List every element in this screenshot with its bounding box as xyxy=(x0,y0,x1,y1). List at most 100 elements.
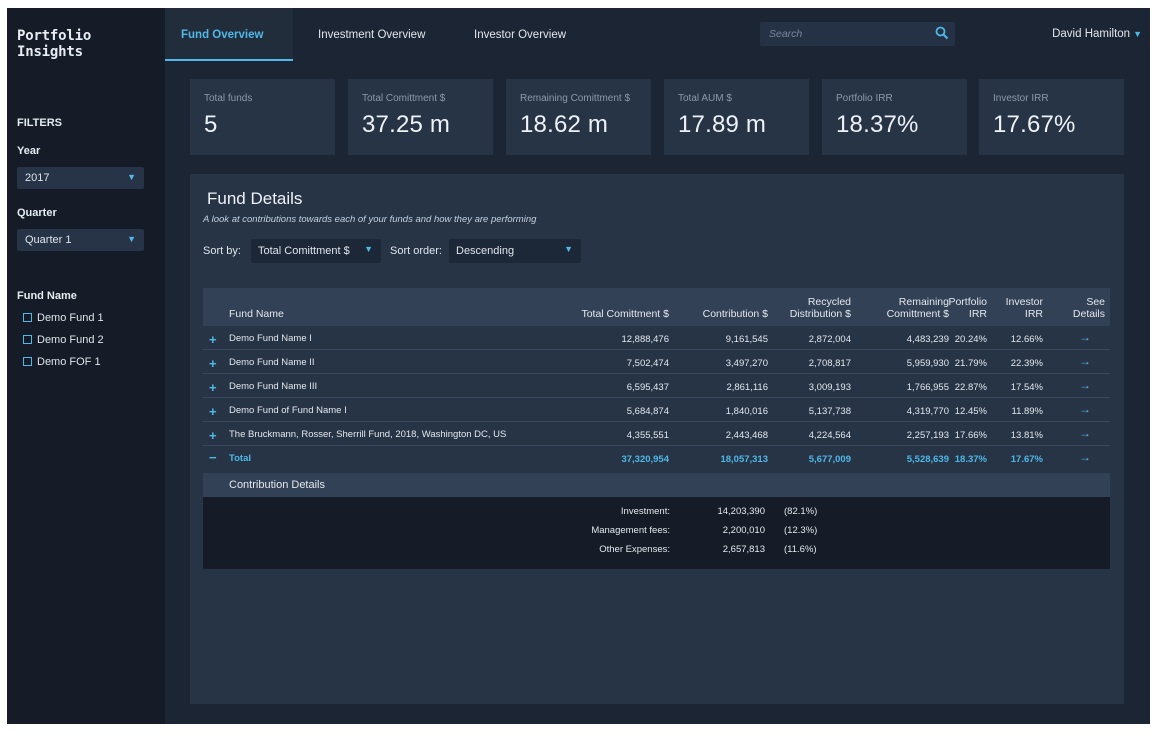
cd-amount: 2,657,813 xyxy=(722,544,765,555)
fund-checkbox-1[interactable]: Demo Fund 1 xyxy=(23,312,104,324)
col-header-line: Details xyxy=(1072,308,1105,320)
chevron-down-icon: ▼ xyxy=(127,234,136,244)
fund-checkbox-2[interactable]: Demo Fund 2 xyxy=(23,334,104,346)
cell-investor-irr: 17.54% xyxy=(1010,382,1043,393)
user-name: David Hamilton xyxy=(1052,28,1131,40)
user-menu[interactable]: David Hamilton ▼ xyxy=(1052,28,1142,40)
expand-icon[interactable]: + xyxy=(209,356,217,371)
col-header-line: IRR xyxy=(968,308,987,320)
cell-investor-irr: 12.66% xyxy=(1010,334,1043,345)
cd-amount: 14,203,390 xyxy=(717,506,765,517)
tab-fund-overview[interactable]: Fund Overview xyxy=(165,8,293,61)
table-row: + Demo Fund of Fund Name I 5,684,874 1,8… xyxy=(203,398,1110,422)
search-input[interactable] xyxy=(760,22,930,46)
expand-icon[interactable]: + xyxy=(209,428,217,443)
cd-amount: 2,200,010 xyxy=(722,525,765,536)
tab-investor-overview[interactable]: Investor Overview xyxy=(474,29,567,41)
sort-order-value: Descending xyxy=(456,245,515,257)
arrow-right-icon[interactable]: → xyxy=(1079,378,1091,392)
cd-percent: (12.3%) xyxy=(784,525,818,536)
search-box xyxy=(760,22,955,46)
sort-by-value: Total Comittment $ xyxy=(258,245,350,257)
cell-fund-name: The Bruckmann, Rosser, Sherrill Fund, 20… xyxy=(229,429,507,440)
cell-fund-name: Demo Fund Name I xyxy=(229,333,312,344)
cd-percent: (82.1%) xyxy=(784,506,818,517)
kpi-value: 17.89 m xyxy=(678,111,767,138)
kpi-investor-irr: Investor IRR 17.67% xyxy=(979,79,1124,155)
year-dropdown[interactable]: 2017 ▼ xyxy=(17,167,144,189)
cd-label: Investment: xyxy=(620,506,670,517)
fund-checkbox-label: Demo FOF 1 xyxy=(37,356,101,368)
cell-remaining: 5,959,930 xyxy=(906,358,949,369)
table-row: + Demo Fund Name II 7,502,474 3,497,270 … xyxy=(203,350,1110,374)
cd-label: Management fees: xyxy=(591,525,670,536)
arrow-right-icon[interactable]: → xyxy=(1079,426,1091,440)
arrow-right-icon[interactable]: → xyxy=(1079,354,1091,368)
expand-icon[interactable]: + xyxy=(209,332,217,347)
kpi-label: Remaining Comittment $ xyxy=(520,93,631,104)
kpi-label: Total funds xyxy=(204,93,253,104)
cell-total: 5,684,874 xyxy=(626,406,669,417)
sort-order-label: Sort order: xyxy=(390,245,442,257)
fund-checkbox-label: Demo Fund 1 xyxy=(37,312,104,324)
quarter-label: Quarter xyxy=(17,207,57,219)
cell-contribution: 18,057,313 xyxy=(720,454,768,465)
quarter-dropdown[interactable]: Quarter 1 ▼ xyxy=(17,229,144,251)
collapse-icon[interactable]: − xyxy=(209,450,217,465)
cell-portfolio-irr: 22.87% xyxy=(954,382,987,393)
col-header-line: IRR xyxy=(1024,308,1043,320)
kpi-total-funds: Total funds 5 xyxy=(190,79,335,155)
col-header-line: Distribution $ xyxy=(789,308,851,320)
panel-subtitle: A look at contributions towards each of … xyxy=(203,214,537,225)
cell-total: 37,320,954 xyxy=(621,454,669,465)
kpi-portfolio-irr: Portfolio IRR 18.37% xyxy=(822,79,967,155)
kpi-label: Investor IRR xyxy=(993,93,1049,104)
cell-contribution: 2,861,116 xyxy=(726,382,768,393)
cell-contribution: 1,840,016 xyxy=(725,406,768,417)
sort-order-dropdown[interactable]: Descending ▼ xyxy=(449,239,581,263)
cell-portfolio-irr: 18.37% xyxy=(954,454,987,465)
fund-details-panel: Fund Details A look at contributions tow… xyxy=(190,174,1124,704)
kpi-label: Portfolio IRR xyxy=(836,93,893,104)
contribution-details-heading: Contribution Details xyxy=(203,473,1110,497)
kpi-total-aum: Total AUM $ 17.89 m xyxy=(664,79,809,155)
cell-contribution: 2,443,468 xyxy=(725,430,768,441)
chevron-down-icon: ▼ xyxy=(564,244,573,254)
expand-icon[interactable]: + xyxy=(209,404,217,419)
search-icon[interactable] xyxy=(935,26,949,40)
tab-investment-overview[interactable]: Investment Overview xyxy=(318,29,426,41)
cell-portfolio-irr: 20.24% xyxy=(954,334,987,345)
cell-total: 6,595,437 xyxy=(626,382,669,393)
fund-checkbox-3[interactable]: Demo FOF 1 xyxy=(23,356,101,368)
cell-recycled: 4,224,564 xyxy=(808,430,851,441)
cell-portfolio-irr: 21.79% xyxy=(954,358,987,369)
col-header-line: Remaining xyxy=(898,296,949,308)
col-investor-irr[interactable]: Investor IRR xyxy=(1006,296,1043,320)
arrow-right-icon[interactable]: → xyxy=(1079,330,1091,344)
cell-fund-name: Demo Fund Name II xyxy=(229,357,315,368)
col-recycled-distribution[interactable]: Recycled Distribution $ xyxy=(790,296,851,320)
cell-total: 4,355,551 xyxy=(626,430,669,441)
chevron-down-icon: ▼ xyxy=(127,172,136,182)
kpi-value: 18.62 m xyxy=(520,111,609,138)
fund-checkbox-label: Demo Fund 2 xyxy=(37,334,104,346)
app-brand: Portfolio Insights xyxy=(7,8,165,61)
col-contribution[interactable]: Contribution $ xyxy=(702,308,768,320)
app-window: Portfolio Insights Fund Overview Investm… xyxy=(7,8,1150,724)
expand-icon[interactable]: + xyxy=(209,380,217,395)
arrow-right-icon[interactable]: → xyxy=(1079,450,1091,464)
col-remaining-commitment[interactable]: Remaining Comittment $ xyxy=(887,296,949,320)
col-total-commitment[interactable]: Total Comittment $ xyxy=(581,308,669,320)
col-header-line: See xyxy=(1086,296,1105,308)
arrow-right-icon[interactable]: → xyxy=(1079,402,1091,416)
cell-total: 12,888,476 xyxy=(621,334,669,345)
cell-fund-name: Total xyxy=(229,453,251,464)
quarter-value: Quarter 1 xyxy=(25,234,72,246)
cell-contribution: 3,497,270 xyxy=(725,358,768,369)
col-fund-name[interactable]: Fund Name xyxy=(229,308,284,320)
col-header-line: Investor xyxy=(1005,296,1043,308)
col-portfolio-irr[interactable]: Portfolio IRR xyxy=(948,296,987,320)
cell-investor-irr: 22.39% xyxy=(1010,358,1043,369)
sort-by-dropdown[interactable]: Total Comittment $ ▼ xyxy=(251,239,381,263)
col-header-line: Comittment $ xyxy=(886,308,949,320)
